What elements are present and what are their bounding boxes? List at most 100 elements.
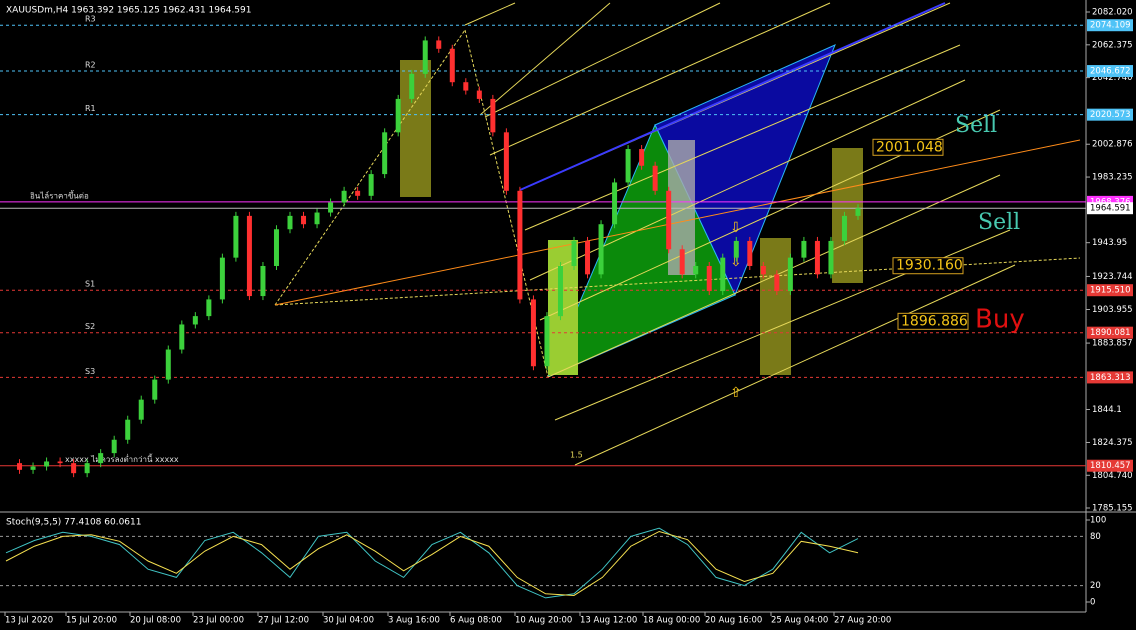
y-tick-label: 1883.857 <box>1092 339 1133 349</box>
candle <box>828 240 834 275</box>
candle <box>517 190 523 300</box>
level-name: S1 <box>85 280 95 289</box>
candle <box>679 249 685 275</box>
candle <box>639 149 645 166</box>
level-name: R3 <box>85 15 96 24</box>
candle <box>219 257 225 300</box>
candle <box>98 453 104 464</box>
candle <box>273 229 279 266</box>
candle <box>760 265 766 275</box>
candle <box>192 316 198 325</box>
y-tick-label: 1844.1 <box>1092 405 1122 415</box>
level-box <box>1087 108 1133 121</box>
box <box>400 60 431 197</box>
candle <box>246 215 252 297</box>
level-name: S2 <box>85 322 95 331</box>
x-tick-label: 18 Aug 00:00 <box>643 616 700 626</box>
x-tick-label: 23 Jul 00:00 <box>193 616 244 626</box>
level-name: S3 <box>85 367 95 376</box>
level-box <box>1087 65 1133 78</box>
candle <box>436 40 442 49</box>
candle <box>774 274 780 292</box>
level-name: R1 <box>85 104 96 113</box>
box <box>760 238 791 375</box>
candle <box>720 257 726 292</box>
signal-sell: Sell <box>955 113 997 138</box>
candle <box>801 240 807 258</box>
level-label: 2074.109 <box>1090 21 1131 31</box>
stoch-main <box>5 527 859 599</box>
annotation: 1896.886 <box>901 313 968 329</box>
signal-buy: Buy <box>975 305 1025 335</box>
candle <box>503 132 509 191</box>
level-label: 1863.313 <box>1090 373 1131 383</box>
candle <box>625 149 631 183</box>
level-label: 2046.672 <box>1090 67 1131 77</box>
y-tick-label: 1983.235 <box>1092 173 1133 183</box>
level-name: R2 <box>85 61 96 70</box>
stoch-tick-label: 20 <box>1090 581 1101 591</box>
candle <box>422 40 428 74</box>
candle <box>855 208 861 216</box>
x-tick-label: 25 Aug 04:00 <box>771 616 828 626</box>
x-tick-label: 10 Aug 20:00 <box>515 616 572 626</box>
price-label: 1964.591 <box>1090 204 1131 214</box>
candle <box>17 463 23 470</box>
candle <box>747 240 753 266</box>
y-tick-label: 1824.375 <box>1092 438 1133 448</box>
annotation-box <box>872 138 944 156</box>
candle <box>841 215 847 241</box>
y-tick-label: 2082.020 <box>1092 8 1133 18</box>
candle <box>301 215 307 225</box>
candle <box>84 463 90 474</box>
level-box <box>1087 284 1133 297</box>
channel <box>519 2 946 191</box>
candle <box>706 265 712 292</box>
y-tick-label: 2002.876 <box>1092 140 1133 150</box>
x-tick-label: 20 Aug 16:00 <box>705 616 762 626</box>
candle <box>395 98 401 133</box>
arrow-down: ⇩ <box>730 220 742 236</box>
arrow-down: ⇩ <box>730 254 742 270</box>
candle <box>490 98 496 133</box>
price-box <box>1087 202 1133 215</box>
candle <box>530 299 536 367</box>
candle <box>382 132 388 175</box>
stoch-tick-label: 80 <box>1090 532 1101 542</box>
x-tick-label: 3 Aug 16:00 <box>388 616 440 626</box>
candle <box>814 240 820 275</box>
stoch-signal <box>5 530 859 596</box>
level-box <box>1087 326 1133 339</box>
x-tick-label: 30 Jul 04:00 <box>323 616 374 626</box>
chart-title: XAUUSDm,H4 1963.392 1965.125 1962.431 19… <box>6 6 251 16</box>
y-tick-label: 1943.95 <box>1092 238 1127 248</box>
level-name: xxxxx ไม่ควรลงต่ำกว่านี้ xxxxx <box>65 453 179 464</box>
candle <box>666 190 672 250</box>
candle <box>125 419 131 440</box>
annotation: 2001.048 <box>876 139 943 155</box>
candle <box>44 461 50 467</box>
candle <box>409 73 415 99</box>
level-name: อินไล์ราคาขึ้นต่อ <box>30 189 89 200</box>
fib-label: 1.5 <box>570 451 583 460</box>
candle <box>368 174 374 196</box>
candle <box>206 299 212 317</box>
y-tick-label: 1903.955 <box>1092 305 1133 315</box>
y-tick-label: 1785.155 <box>1092 504 1133 514</box>
candle <box>733 240 739 258</box>
candle <box>598 224 604 275</box>
candle <box>476 90 482 99</box>
level-box <box>1087 371 1133 384</box>
level-box <box>1087 19 1133 32</box>
x-tick-label: 15 Jul 20:00 <box>66 616 117 626</box>
candle <box>328 202 334 213</box>
level-label: 2020.573 <box>1090 110 1131 120</box>
candle <box>544 316 550 367</box>
annotation-box <box>892 257 964 275</box>
candle <box>463 82 469 91</box>
x-tick-label: 27 Aug 20:00 <box>834 616 891 626</box>
candle <box>449 48 455 83</box>
level-label: 1890.081 <box>1090 328 1131 338</box>
y-tick-label: 2062.375 <box>1092 40 1133 50</box>
